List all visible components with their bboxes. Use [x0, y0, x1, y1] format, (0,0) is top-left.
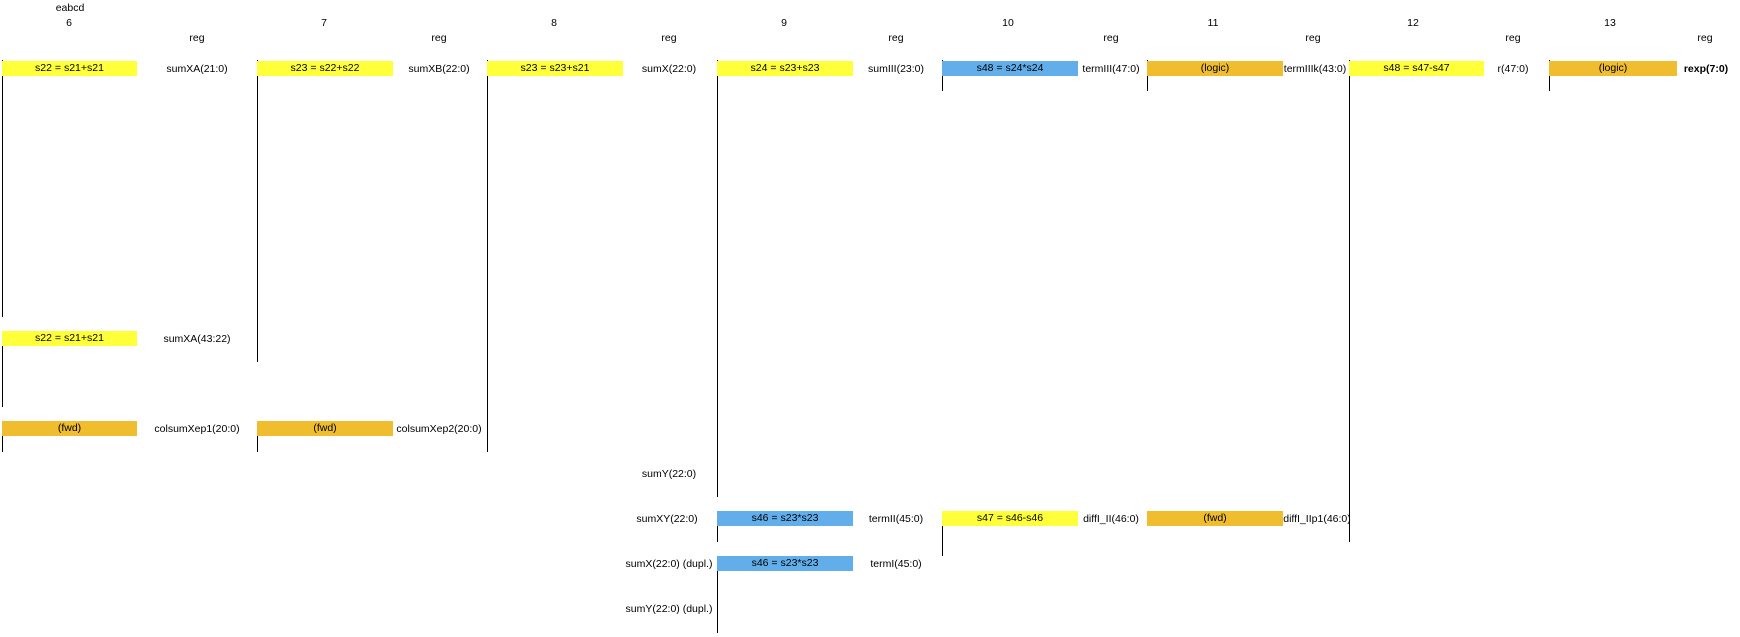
op-box-adder: s23 = s23+s21 — [487, 61, 623, 76]
wire — [2, 60, 3, 317]
op-box-adder: s47 = s46-s46 — [942, 511, 1078, 526]
op-box-forward: (fwd) — [1147, 511, 1283, 526]
wire — [257, 60, 258, 362]
op-box-forward: (fwd) — [257, 421, 393, 436]
reg-label: reg — [431, 32, 447, 44]
signal-label: sumY(22:0) (dupl.) — [625, 603, 713, 615]
wire — [942, 511, 943, 556]
wire — [487, 60, 488, 452]
op-box-multiplier: s48 = s24*s24 — [942, 61, 1078, 76]
reg-label: reg — [1103, 32, 1119, 44]
op-box-adder: s22 = s21+s21 — [2, 61, 137, 76]
wire — [2, 421, 3, 452]
wire — [257, 421, 258, 452]
op-box-logic: (logic) — [1147, 61, 1283, 76]
wire — [717, 556, 718, 633]
op-box-adder: s24 = s23+s23 — [717, 61, 853, 76]
stage-number: 12 — [1407, 17, 1419, 29]
reg-label: reg — [1697, 32, 1713, 44]
signal-label: termIIIk(43:0) — [1283, 63, 1347, 75]
signal-label: sumIII(23:0) — [867, 63, 925, 75]
reg-label: reg — [189, 32, 205, 44]
stage-number: 13 — [1604, 17, 1616, 29]
op-box-adder: s22 = s21+s21 — [2, 331, 137, 346]
signal-label: colsumXep2(20:0) — [396, 423, 482, 435]
stage-number: 10 — [1002, 17, 1014, 29]
reg-label: reg — [661, 32, 677, 44]
sheet-label: eabcd — [55, 2, 85, 14]
reg-label: reg — [888, 32, 904, 44]
signal-label: sumXB(22:0) — [408, 63, 470, 75]
signal-label: termIII(47:0) — [1082, 63, 1140, 75]
op-box-forward: (fwd) — [2, 421, 137, 436]
reg-label: reg — [1305, 32, 1321, 44]
stage-number: 9 — [781, 17, 787, 29]
signal-label: sumXY(22:0) — [636, 513, 698, 525]
signal-label: sumXA(21:0) — [166, 63, 228, 75]
signal-label: sumY(22:0) — [641, 468, 697, 480]
signal-label: r(47:0) — [1497, 63, 1529, 75]
wire — [717, 60, 718, 497]
signal-label: diffI_IIp1(46:0) — [1283, 513, 1351, 525]
wire — [1349, 60, 1350, 542]
signal-label: sumX(22:0) — [641, 63, 697, 75]
stage-number: 6 — [66, 17, 72, 29]
stage-number: 11 — [1207, 17, 1219, 29]
signal-label: sumX(22:0) (dupl.) — [625, 558, 713, 570]
wire — [717, 511, 718, 542]
op-box-logic: (logic) — [1549, 61, 1677, 76]
op-box-adder: s23 = s22+s22 — [257, 61, 393, 76]
op-box-multiplier: s46 = s23*s23 — [717, 511, 853, 526]
signal-label: sumXA(43:22) — [163, 333, 231, 345]
reg-label: reg — [1505, 32, 1521, 44]
signal-label: rexp(7:0) — [1683, 63, 1729, 75]
op-box-multiplier: s46 = s23*s23 — [717, 556, 853, 571]
signal-label: diffI_II(46:0) — [1083, 513, 1139, 525]
stage-number: 7 — [321, 17, 327, 29]
wire — [2, 331, 3, 407]
stage-number: 8 — [551, 17, 557, 29]
signal-label: termII(45:0) — [868, 513, 924, 525]
signal-label: colsumXep1(20:0) — [154, 423, 240, 435]
signal-label: termI(45:0) — [870, 558, 922, 570]
op-box-adder: s48 = s47-s47 — [1349, 61, 1484, 76]
